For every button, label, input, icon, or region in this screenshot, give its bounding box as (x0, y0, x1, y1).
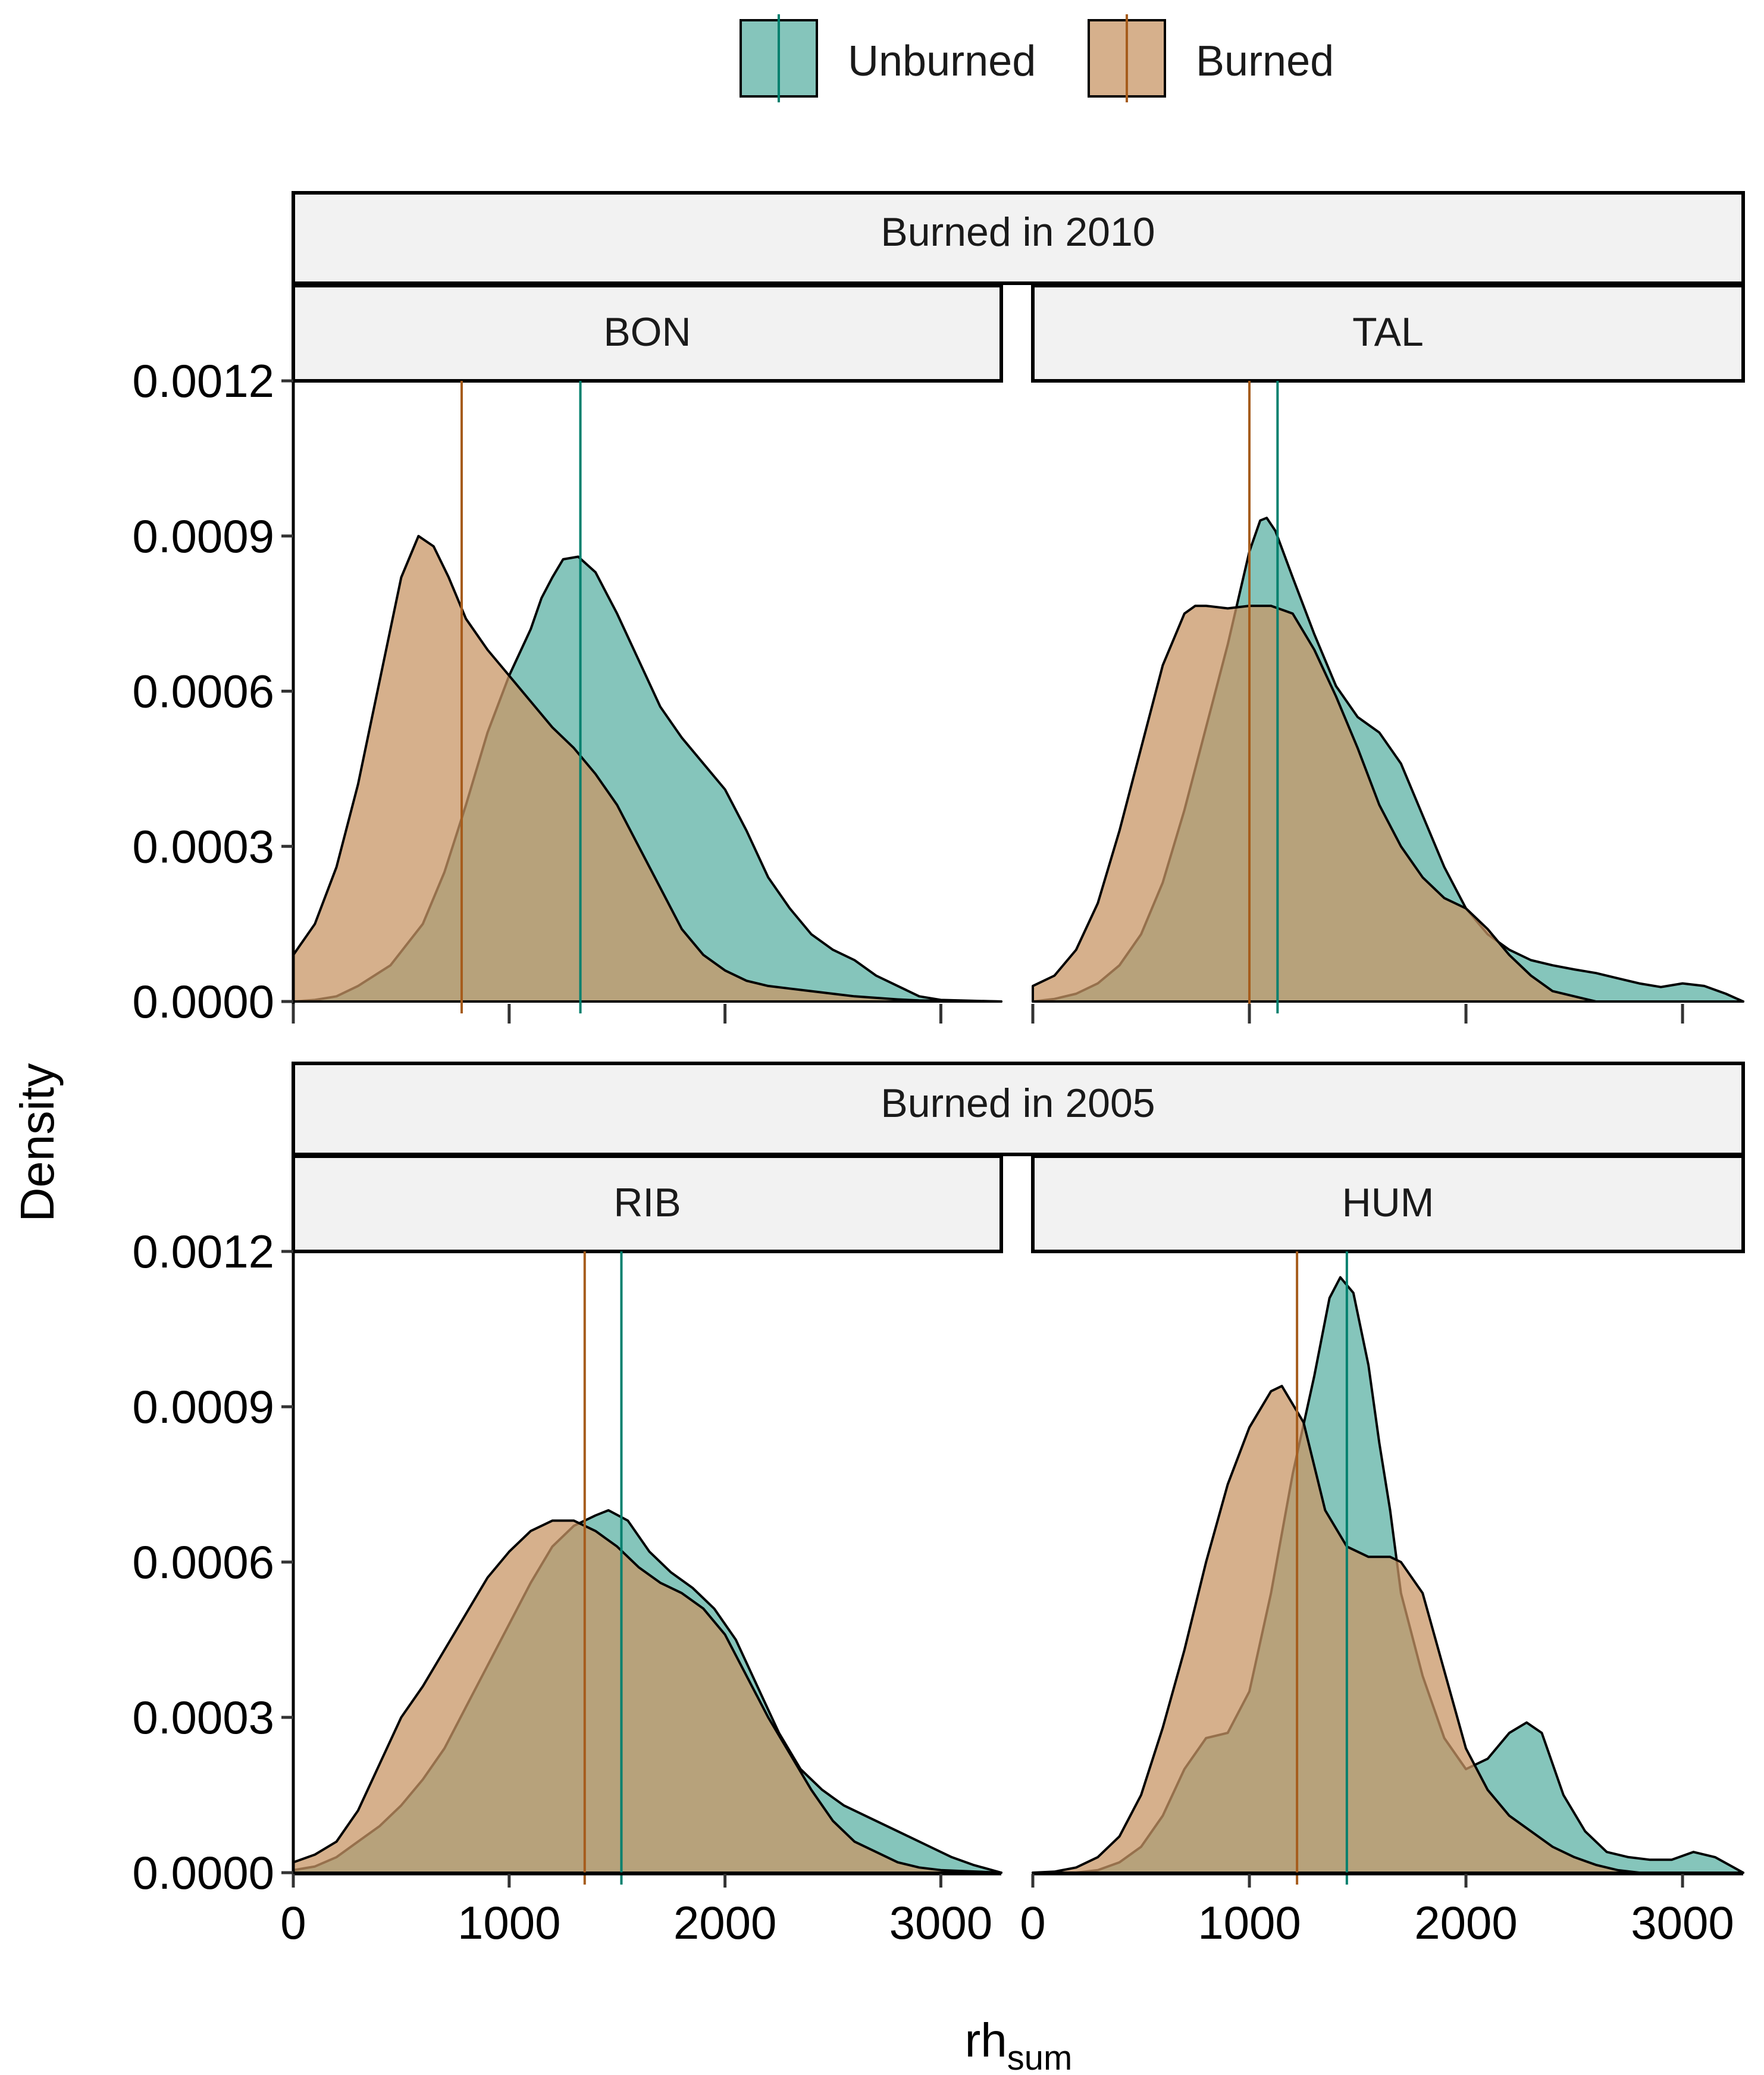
y-tick-label-row-0-4: 0.0012 (132, 355, 274, 407)
x-axis-title-subscript: sum (1007, 2039, 1073, 2075)
y-tick-label-row-0-2: 0.0006 (132, 665, 274, 718)
legend-entry-burned: Burned (1088, 14, 1334, 102)
x-tick-label-1-2: 2000 (1414, 1896, 1518, 1949)
y-tick-label-row-1-1: 0.0003 (132, 1691, 274, 1744)
row-strip-label-2005: Burned in 2005 (881, 1081, 1155, 1126)
density-area-burned-bon (292, 534, 1002, 1003)
y-tick-label-row-1-0: 0.0000 (132, 1846, 274, 1899)
x-tick-label-0-3: 3000 (889, 1896, 993, 1949)
row-strip-label-2010: Burned in 2010 (881, 209, 1155, 255)
row-strip-2005 (292, 1062, 1745, 1156)
row-strip-2010 (292, 191, 1745, 285)
panel-strip-label-bon: BON (603, 309, 691, 355)
x-axis-title: rhsum (965, 2014, 1073, 2075)
legend-label-unburned: Unburned (848, 37, 1036, 85)
x-tick-label-1-1: 1000 (1198, 1896, 1301, 1949)
y-tick-label-row-0-3: 0.0009 (132, 510, 274, 562)
panel-hum (1032, 1251, 1744, 1885)
legend-label-burned: Burned (1196, 37, 1334, 85)
axes: 0.0000 0.0003 0.0006 0.0009 0.0012 0.0000 0.00… (132, 355, 1743, 1949)
y-tick-label-row-1-2: 0.0006 (132, 1536, 274, 1588)
panel-strip-tal (1031, 284, 1745, 383)
y-tick-label-row-1-3: 0.0009 (132, 1381, 274, 1433)
x-tick-label-1-0: 0 (1020, 1896, 1045, 1949)
panel-strip-rib (292, 1154, 1003, 1253)
panel-strip-bon (292, 284, 1003, 383)
y-tick-label-row-1-4: 0.0012 (132, 1225, 274, 1278)
panel-tal (1032, 381, 1744, 1013)
x-axis-title-main: rh (965, 2014, 1007, 2067)
density-area-burned-tal (1032, 605, 1744, 1003)
panel-bon (292, 381, 1002, 1013)
y-tick-label-row-0-0: 0.0000 (132, 975, 274, 1028)
y-axis-title: Density (11, 1063, 64, 1222)
panel-strip-hum (1031, 1154, 1745, 1253)
density-area-burned-rib (292, 1519, 1002, 1874)
legend: Unburned Burned (740, 14, 1334, 102)
x-tick-label-1-3: 3000 (1631, 1896, 1734, 1949)
panel-strip-label-hum: HUM (1342, 1180, 1434, 1225)
x-tick-label-0-0: 0 (280, 1896, 306, 1949)
x-tick-label-0-1: 1000 (458, 1896, 561, 1949)
panel-rib (292, 1251, 1002, 1885)
x-tick-label-0-2: 2000 (673, 1896, 777, 1949)
legend-entry-unburned: Unburned (740, 14, 1036, 102)
density-area-burned-hum (1032, 1385, 1744, 1874)
y-tick-label-row-0-1: 0.0003 (132, 820, 274, 872)
panel-strip-label-tal: TAL (1352, 309, 1424, 355)
panel-strip-label-rib: RIB (613, 1180, 681, 1225)
